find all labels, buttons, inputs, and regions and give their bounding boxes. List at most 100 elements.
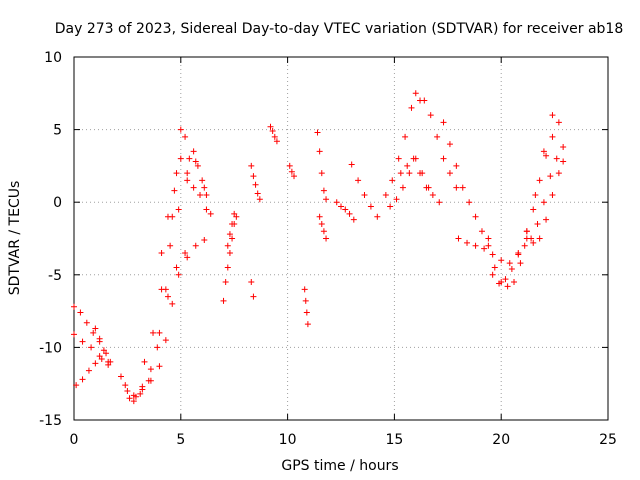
data-point: [124, 387, 131, 394]
data-point: [147, 366, 154, 373]
series-track-e: [117, 126, 193, 405]
series-track-k: [220, 213, 240, 304]
x-tick-label: 5: [176, 432, 185, 448]
data-point: [250, 173, 257, 180]
data-point: [248, 279, 255, 286]
data-point: [164, 293, 171, 300]
data-point: [122, 382, 129, 389]
data-point: [254, 190, 261, 197]
data-point: [98, 356, 105, 363]
data-point: [395, 155, 402, 162]
data-point: [77, 309, 84, 316]
data-point: [147, 377, 154, 384]
data-point: [560, 158, 567, 165]
data-point: [508, 265, 515, 272]
data-point: [318, 220, 325, 227]
data-point: [203, 206, 210, 213]
data-point: [387, 203, 394, 210]
data-point: [269, 128, 276, 135]
data-point: [521, 242, 528, 249]
data-point: [440, 155, 447, 162]
data-point: [504, 283, 511, 290]
data-point: [171, 187, 178, 194]
data-point: [229, 220, 236, 227]
data-point: [491, 264, 498, 271]
data-point: [502, 276, 509, 283]
data-point: [96, 335, 103, 342]
series-track-u: [348, 161, 381, 220]
data-point: [355, 177, 362, 184]
data-point: [288, 168, 295, 175]
data-point: [303, 309, 310, 316]
data-point: [71, 303, 77, 310]
data-point: [130, 392, 137, 399]
data-point: [543, 216, 550, 223]
y-tick-label: -5: [48, 268, 62, 284]
data-point: [361, 191, 368, 198]
data-point: [164, 213, 171, 220]
series-track-ac: [489, 144, 567, 287]
data-point: [496, 280, 503, 287]
data-point: [301, 286, 308, 293]
x-tick-label: 0: [70, 432, 79, 448]
data-point: [515, 251, 522, 258]
data-point: [543, 152, 550, 159]
data-point: [177, 155, 184, 162]
x-tick-label: 15: [385, 432, 403, 448]
data-point: [436, 199, 443, 206]
series-track-i: [158, 155, 210, 257]
data-point: [348, 161, 355, 168]
data-point: [410, 155, 417, 162]
data-point: [207, 210, 214, 217]
data-point: [412, 90, 419, 97]
data-point: [79, 338, 86, 345]
data-point: [367, 203, 374, 210]
data-point: [517, 260, 524, 267]
series-track-l: [224, 210, 238, 249]
data-point: [555, 170, 562, 177]
data-point: [446, 141, 453, 148]
series-track-n: [248, 279, 257, 300]
data-point: [549, 112, 556, 119]
data-point: [316, 148, 323, 155]
data-point: [83, 319, 90, 326]
data-point: [224, 242, 231, 249]
series-track-p: [286, 162, 298, 180]
data-point: [150, 329, 157, 336]
data-point: [256, 196, 263, 203]
data-point: [201, 236, 208, 243]
series-track-aa: [455, 112, 556, 267]
data-point: [137, 390, 144, 397]
data-point: [547, 173, 554, 180]
series-track-ad: [523, 158, 567, 246]
data-point: [466, 199, 473, 206]
data-point: [485, 235, 492, 242]
data-point: [182, 250, 189, 257]
data-point: [88, 344, 95, 351]
data-point: [162, 337, 169, 344]
data-point: [489, 251, 496, 258]
data-point: [427, 112, 434, 119]
data-point: [408, 104, 415, 111]
series-track-ab: [485, 119, 562, 290]
data-point: [79, 376, 86, 383]
data-point: [532, 191, 539, 198]
data-point: [472, 242, 479, 249]
data-point: [173, 170, 180, 177]
data-point: [169, 300, 176, 307]
data-point: [536, 177, 543, 184]
x-tick-label: 10: [279, 432, 297, 448]
y-axis-label: SDTVAR / TECUs: [7, 181, 23, 296]
series-track-w: [387, 155, 432, 210]
series-track-o: [267, 123, 280, 145]
data-point: [126, 395, 133, 402]
data-point: [523, 228, 530, 235]
data-point: [201, 184, 208, 191]
y-tick-label: -15: [39, 413, 62, 429]
data-point: [350, 216, 357, 223]
data-point: [291, 173, 298, 180]
data-point: [186, 155, 193, 162]
data-point: [273, 138, 280, 145]
data-point: [530, 239, 537, 246]
data-point: [434, 133, 441, 140]
